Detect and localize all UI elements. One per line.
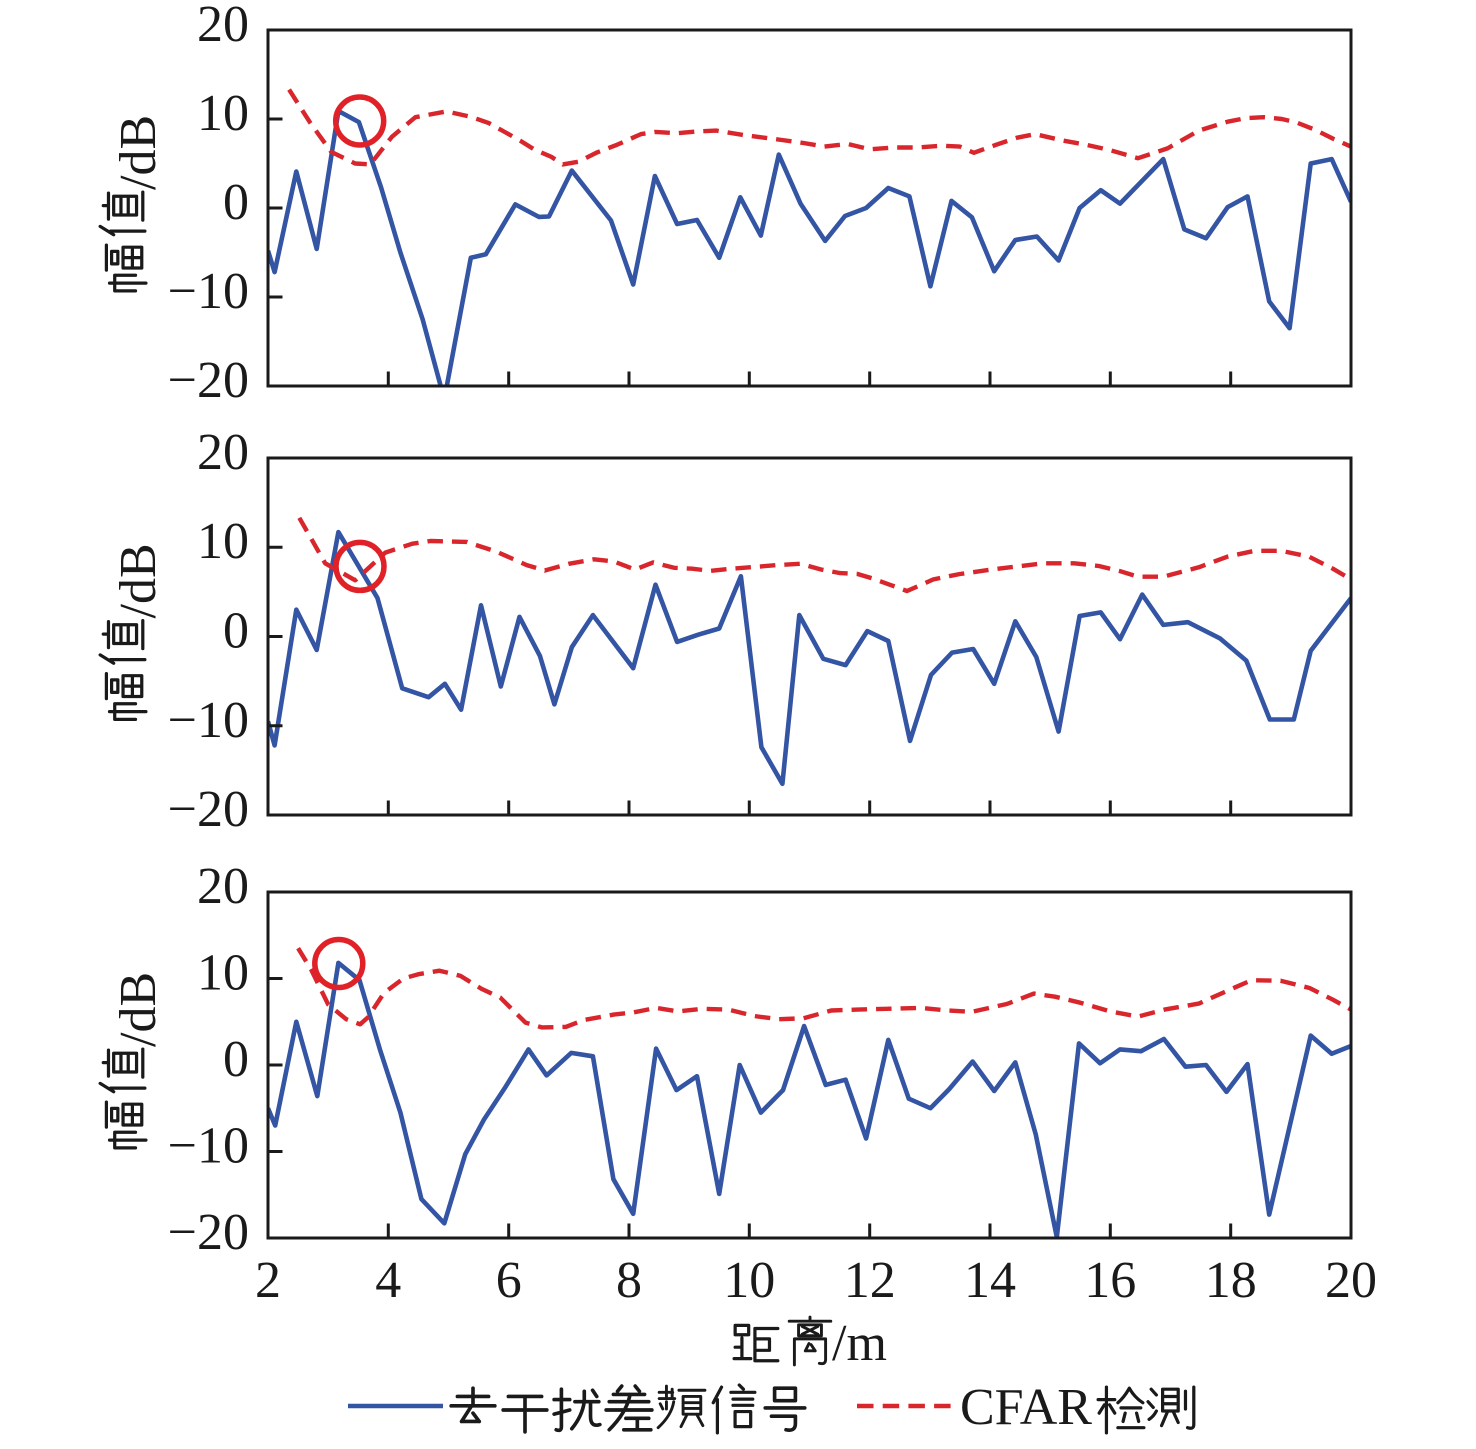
svg-text:10: 10 bbox=[197, 85, 249, 142]
svg-text:−20: −20 bbox=[168, 1204, 249, 1261]
svg-text:16: 16 bbox=[1084, 1252, 1136, 1309]
svg-text:20: 20 bbox=[1325, 1252, 1377, 1309]
svg-text:20: 20 bbox=[197, 858, 249, 915]
svg-text:0: 0 bbox=[223, 603, 249, 660]
svg-text:6: 6 bbox=[496, 1252, 522, 1309]
svg-text:/dB: /dB bbox=[110, 972, 167, 1047]
svg-text:10: 10 bbox=[197, 513, 249, 570]
svg-text:/dB: /dB bbox=[110, 543, 167, 618]
svg-text:−10: −10 bbox=[168, 692, 249, 749]
svg-text:0: 0 bbox=[223, 174, 249, 231]
svg-text:/dB: /dB bbox=[110, 115, 167, 190]
svg-text:10: 10 bbox=[197, 945, 249, 1002]
svg-text:8: 8 bbox=[616, 1252, 642, 1309]
svg-text:CFAR: CFAR bbox=[960, 1379, 1092, 1436]
svg-text:−20: −20 bbox=[168, 352, 249, 409]
svg-text:/m: /m bbox=[832, 1315, 887, 1372]
svg-text:−10: −10 bbox=[168, 1118, 249, 1175]
svg-text:2: 2 bbox=[255, 1252, 281, 1309]
svg-text:10: 10 bbox=[723, 1252, 775, 1309]
svg-text:14: 14 bbox=[964, 1252, 1016, 1309]
svg-text:0: 0 bbox=[223, 1031, 249, 1088]
svg-text:18: 18 bbox=[1205, 1252, 1257, 1309]
svg-text:20: 20 bbox=[197, 424, 249, 481]
svg-text:12: 12 bbox=[844, 1252, 896, 1309]
svg-text:4: 4 bbox=[375, 1252, 401, 1309]
svg-text:−20: −20 bbox=[168, 781, 249, 838]
svg-text:20: 20 bbox=[197, 0, 249, 53]
svg-text:−10: −10 bbox=[168, 263, 249, 320]
